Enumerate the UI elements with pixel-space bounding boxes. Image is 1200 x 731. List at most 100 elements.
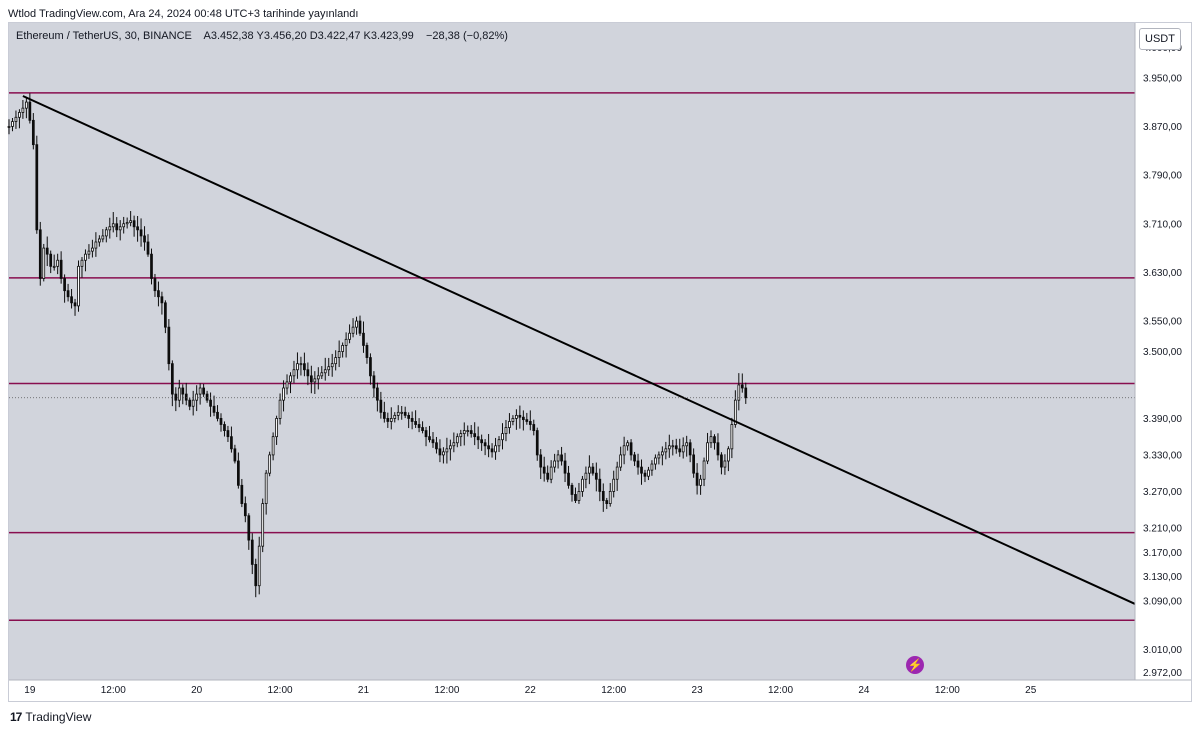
candle-body (403, 411, 407, 416)
candle-body (487, 445, 490, 450)
trendline-layer[interactable] (22, 95, 1136, 605)
candle-body (490, 448, 494, 453)
candle-body (667, 445, 671, 450)
candle-body (285, 381, 289, 389)
candle-body (535, 430, 539, 456)
candle-body (511, 418, 515, 422)
candle-body (417, 424, 421, 428)
candle-body (70, 296, 73, 304)
x-tick-label: 12:00 (935, 685, 960, 696)
candle-body (316, 375, 320, 380)
candle-body (410, 418, 414, 422)
y-tick-label: 3.950,00 (1143, 73, 1182, 84)
candle-body (619, 454, 623, 468)
flash-icon[interactable]: ⚡ (906, 656, 924, 674)
candle-body (688, 442, 692, 456)
candle-body (153, 278, 157, 292)
candle-body (473, 433, 477, 438)
candle-body (209, 399, 212, 407)
candle-body (243, 503, 247, 517)
x-tick-label: 21 (358, 685, 370, 696)
candle-series (7, 93, 748, 598)
price-axis[interactable]: 4.000,003.950,003.870,003.790,003.710,00… (1134, 23, 1191, 701)
candle-body (136, 226, 139, 231)
candle-body (355, 320, 358, 328)
candle-body (483, 442, 487, 447)
candle-body (184, 393, 188, 401)
candle-body (588, 466, 591, 474)
candle-body (521, 416, 525, 421)
y-tick-label: 3.270,00 (1143, 487, 1182, 498)
candle-body (661, 451, 664, 456)
ohlc-values: A3.452,38 Y3.456,20 D3.422,47 K3.423,99 (203, 30, 414, 42)
candle-body (560, 454, 563, 462)
candle-body (706, 442, 709, 462)
candle-body (455, 436, 459, 444)
candle-body (570, 484, 574, 495)
candle-body (685, 442, 689, 447)
candle-body (727, 448, 730, 462)
candle-body (91, 247, 94, 252)
candle-body (393, 414, 397, 419)
candle-body (129, 220, 132, 223)
x-tick-label: 24 (858, 685, 870, 696)
candle-body (205, 393, 209, 401)
candle-body (341, 345, 344, 352)
currency-button[interactable]: USDT (1139, 28, 1181, 50)
candle-body (164, 302, 167, 328)
candle-body (188, 399, 192, 407)
candle-body (115, 223, 119, 231)
y-tick-label: 3.130,00 (1143, 572, 1182, 583)
candle-body (237, 460, 240, 486)
candle-body (709, 436, 713, 444)
candle-body (702, 460, 706, 480)
candle-body (84, 253, 87, 261)
candle-body (216, 411, 219, 419)
candle-body (240, 484, 244, 504)
candle-body (143, 235, 146, 243)
y-tick-label: 2.972,00 (1143, 668, 1182, 679)
x-tick-label: 12:00 (601, 685, 626, 696)
y-tick-label: 3.170,00 (1143, 548, 1182, 559)
candle-body (56, 259, 60, 267)
candle-body (612, 478, 616, 492)
chart-frame[interactable] (8, 22, 1192, 702)
candle-body (459, 433, 463, 438)
candle-body (462, 430, 466, 435)
candle-body (601, 491, 605, 501)
candle-body (605, 500, 609, 504)
x-tick-label: 12:00 (101, 685, 126, 696)
candle-body (581, 478, 584, 492)
candle-body (323, 369, 327, 374)
candle-body (104, 229, 108, 237)
symbol-legend: Ethereum / TetherUS, 30, BINANCE A3.452,… (16, 30, 508, 42)
candle-body (737, 384, 741, 401)
candle-body (608, 491, 612, 504)
candle-body (577, 491, 581, 501)
x-tick-label: 12:00 (268, 685, 293, 696)
candle-body (396, 411, 400, 416)
candle-body (320, 372, 324, 377)
time-axis[interactable]: 19 12:00 20 12:00 21 12:00 22 12:00 23 12:00 24 12:… (9, 679, 1191, 701)
candle-body (414, 421, 417, 425)
candle-body (268, 454, 272, 474)
candle-body (386, 418, 390, 422)
candle-body (18, 112, 21, 118)
candle-body (664, 448, 668, 453)
candle-body (730, 424, 734, 450)
candle-body (35, 144, 39, 231)
candle-body (223, 424, 226, 431)
candle-body (629, 442, 633, 456)
candle-body (699, 478, 702, 486)
candle-body (466, 430, 470, 432)
x-tick-label: 12:00 (434, 685, 459, 696)
candle-body (59, 259, 63, 279)
candle-body (219, 418, 223, 425)
candle-body (11, 121, 14, 127)
candle-body (348, 332, 351, 340)
candle-body (365, 345, 369, 358)
tradingview-logo-icon: 17 (10, 710, 22, 724)
candle-body (25, 101, 28, 109)
candle-body (740, 384, 744, 389)
